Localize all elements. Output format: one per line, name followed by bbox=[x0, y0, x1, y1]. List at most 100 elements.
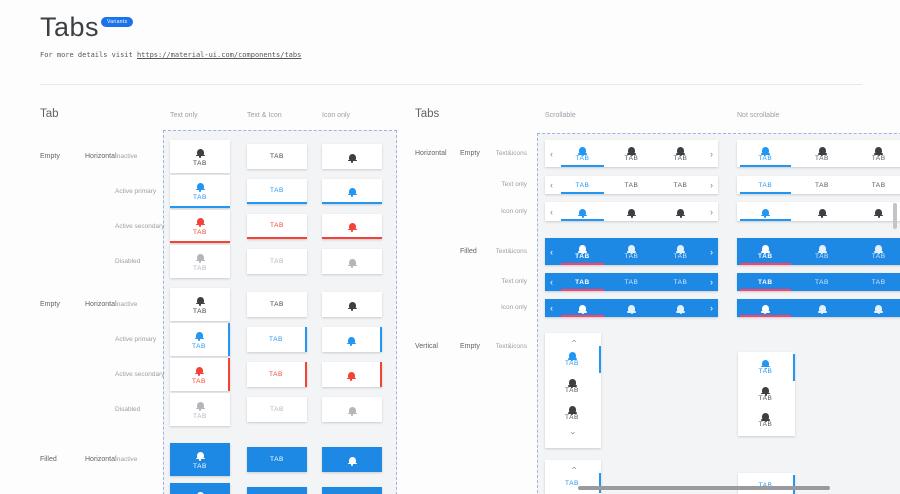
chevron-left-icon[interactable]: ‹ bbox=[550, 246, 553, 257]
tab-item[interactable] bbox=[794, 202, 851, 221]
material-ui-link[interactable]: https://material-ui.com/components/tabs bbox=[136, 51, 302, 59]
tab-item-active[interactable]: TAB bbox=[737, 176, 794, 194]
chevron-left-icon[interactable]: ‹ bbox=[550, 206, 553, 217]
tab-item-active[interactable] bbox=[558, 299, 607, 317]
not-scrollable-tab-bar-filled[interactable]: TAB TAB TAB bbox=[737, 238, 900, 265]
tab-item-active[interactable]: TAB bbox=[737, 140, 794, 167]
tab-icon-disabled[interactable] bbox=[322, 249, 382, 274]
not-scrollable-tab-bar-filled[interactable]: TAB TAB TAB bbox=[737, 273, 900, 291]
tab-text-disabled[interactable]: TAB bbox=[247, 397, 307, 422]
tab-item[interactable] bbox=[850, 299, 900, 317]
tab-item[interactable]: TAB bbox=[794, 273, 851, 291]
tab-icon-inactive[interactable] bbox=[322, 144, 382, 169]
tab-item[interactable] bbox=[794, 299, 851, 317]
tab-item-active[interactable]: TAB bbox=[737, 238, 794, 265]
tab-item[interactable]: TAB bbox=[850, 273, 900, 291]
tab-item-active[interactable] bbox=[737, 299, 794, 317]
chevron-left-icon[interactable]: ‹ bbox=[550, 148, 553, 159]
scrollable-tab-bar-filled[interactable]: ‹ TAB TAB TAB › bbox=[545, 273, 718, 291]
tab-item-active[interactable] bbox=[737, 202, 794, 221]
scrollable-tab-bar-filled[interactable]: ‹ › bbox=[545, 299, 718, 317]
tab-item-active[interactable]: TAB bbox=[558, 238, 607, 265]
tab-item-active[interactable]: TAB bbox=[558, 176, 607, 194]
vertical-scrollable-tab-list[interactable]: › TAB TAB TAB › bbox=[545, 333, 601, 448]
vertical-tab-list[interactable]: TAB bbox=[738, 473, 795, 494]
tab-item[interactable]: TAB bbox=[850, 176, 900, 194]
tab-item[interactable]: TAB bbox=[656, 176, 705, 194]
chevron-right-icon[interactable]: › bbox=[710, 277, 713, 287]
tab-item-active[interactable]: TAB bbox=[737, 273, 794, 291]
tab-icon-inactive[interactable] bbox=[322, 292, 382, 317]
chevron-down-icon[interactable]: › bbox=[568, 431, 578, 434]
tab-item[interactable] bbox=[656, 299, 705, 317]
tab-icon-active-primary[interactable] bbox=[322, 327, 382, 352]
tab-item[interactable]: TAB bbox=[607, 140, 656, 167]
not-scrollable-tab-bar[interactable]: TAB TAB TAB bbox=[737, 176, 900, 194]
tab-item[interactable]: TAB bbox=[850, 238, 900, 265]
tab-item[interactable] bbox=[607, 299, 656, 317]
tab-text-icon-active-secondary[interactable]: TAB bbox=[170, 358, 230, 391]
scrollable-tab-bar[interactable]: ‹ › bbox=[545, 202, 718, 221]
chevron-right-icon[interactable]: › bbox=[710, 303, 713, 313]
tab-item-active[interactable]: TAB bbox=[738, 475, 795, 494]
tab-item[interactable]: TAB bbox=[607, 273, 656, 291]
tab-text-inactive[interactable]: TAB bbox=[247, 292, 307, 317]
tab-item-active[interactable] bbox=[558, 202, 607, 221]
tab-item[interactable]: TAB bbox=[656, 140, 705, 167]
chevron-up-icon[interactable]: › bbox=[568, 466, 578, 469]
tab-icon-active-primary[interactable] bbox=[322, 179, 382, 204]
tab-item-active[interactable]: TAB bbox=[545, 473, 601, 493]
tab-text-icon-active-primary[interactable]: TAB bbox=[170, 323, 230, 356]
vertical-tab-list[interactable]: TAB TAB TAB bbox=[738, 352, 795, 436]
tab-item[interactable]: TAB bbox=[794, 238, 851, 265]
tab-item-active[interactable]: TAB bbox=[738, 354, 795, 381]
tab-filled-icon[interactable] bbox=[322, 487, 382, 494]
not-scrollable-tab-bar[interactable]: TAB TAB TAB bbox=[737, 140, 900, 167]
tab-item[interactable] bbox=[607, 202, 656, 221]
tab-item[interactable] bbox=[656, 202, 705, 221]
tab-icon-active-secondary[interactable] bbox=[322, 362, 382, 387]
chevron-right-icon[interactable]: › bbox=[710, 206, 713, 217]
tab-text-inactive[interactable]: TAB bbox=[247, 144, 307, 169]
scrollable-tab-bar[interactable]: ‹ TAB TAB TAB › bbox=[545, 176, 718, 194]
tab-filled-icon[interactable] bbox=[322, 447, 382, 472]
tab-item[interactable]: TAB bbox=[794, 176, 851, 194]
chevron-right-icon[interactable]: › bbox=[710, 148, 713, 159]
tab-item[interactable]: TAB bbox=[545, 373, 601, 400]
tab-item-active[interactable]: TAB bbox=[558, 140, 607, 167]
tab-item[interactable]: TAB bbox=[850, 140, 900, 167]
tab-text-icon-inactive[interactable]: TAB bbox=[170, 140, 230, 173]
tab-item[interactable]: TAB bbox=[738, 407, 795, 434]
horizontal-scrollbar[interactable] bbox=[578, 486, 830, 490]
chevron-left-icon[interactable]: ‹ bbox=[550, 303, 553, 313]
tab-item-active[interactable]: TAB bbox=[558, 273, 607, 291]
scrollable-tab-bar[interactable]: ‹ TAB TAB TAB › bbox=[545, 140, 718, 167]
tab-text-icon-inactive[interactable]: TAB bbox=[170, 288, 230, 321]
tab-filled-text-icon[interactable]: TAB bbox=[170, 443, 230, 476]
not-scrollable-tab-bar-filled[interactable] bbox=[737, 299, 900, 317]
tab-text-icon-disabled[interactable]: TAB bbox=[170, 393, 230, 426]
vertical-scrollbar[interactable] bbox=[893, 203, 897, 229]
chevron-right-icon[interactable]: › bbox=[710, 180, 713, 190]
tab-text-icon-active-primary[interactable]: TAB bbox=[170, 175, 230, 208]
tab-item[interactable]: TAB bbox=[794, 140, 851, 167]
chevron-left-icon[interactable]: ‹ bbox=[550, 277, 553, 287]
tab-filled-text[interactable]: TAB bbox=[247, 487, 307, 494]
tab-icon-active-secondary[interactable] bbox=[322, 214, 382, 239]
tab-text-active-primary[interactable]: TAB bbox=[247, 327, 307, 352]
tab-text-disabled[interactable]: TAB bbox=[247, 249, 307, 274]
scrollable-tab-bar-filled[interactable]: ‹ TAB TAB TAB › bbox=[545, 238, 718, 265]
tab-text-icon-disabled[interactable]: TAB bbox=[170, 245, 230, 278]
tab-item[interactable]: TAB bbox=[607, 176, 656, 194]
tab-item-active[interactable]: TAB bbox=[545, 346, 601, 373]
tab-filled-text-icon[interactable]: TAB bbox=[170, 483, 230, 494]
chevron-right-icon[interactable]: › bbox=[710, 246, 713, 257]
tab-item[interactable]: TAB bbox=[545, 400, 601, 427]
tab-text-active-secondary[interactable]: TAB bbox=[247, 362, 307, 387]
tab-text-icon-active-secondary[interactable]: TAB bbox=[170, 210, 230, 243]
tab-item[interactable]: TAB bbox=[738, 381, 795, 408]
tab-icon-disabled[interactable] bbox=[322, 397, 382, 422]
tab-filled-text[interactable]: TAB bbox=[247, 447, 307, 472]
tab-text-active-secondary[interactable]: TAB bbox=[247, 214, 307, 239]
tab-text-active-primary[interactable]: TAB bbox=[247, 179, 307, 204]
